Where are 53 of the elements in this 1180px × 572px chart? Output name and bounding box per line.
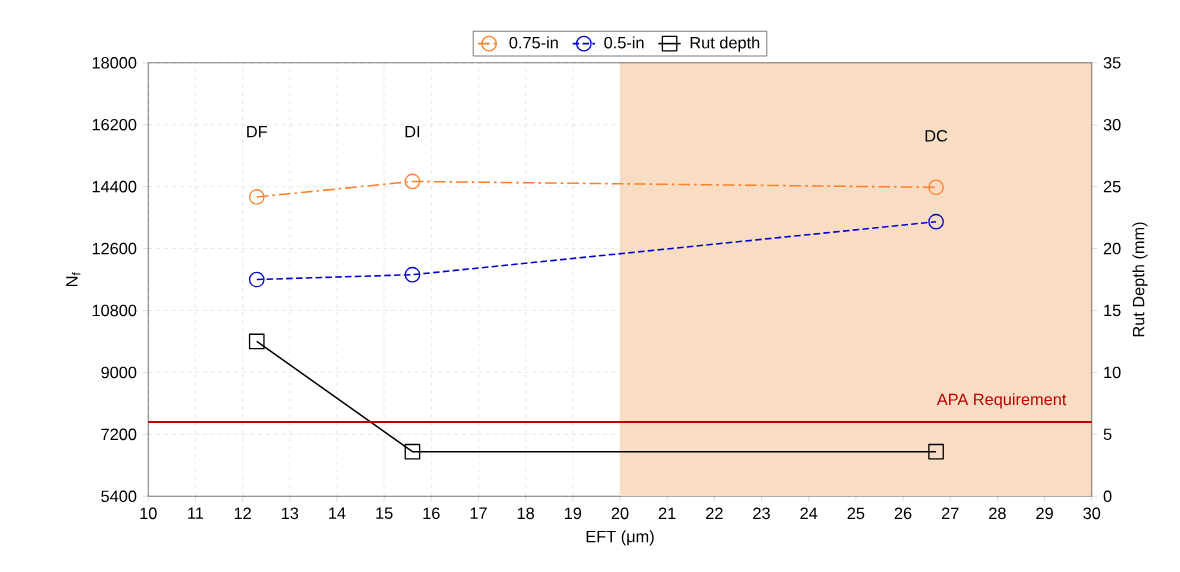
- x-tick-label: 24: [800, 507, 818, 520]
- point: [404, 173, 421, 190]
- point: [928, 213, 944, 230]
- x-tick-label: 25: [847, 507, 865, 520]
- x-tick-label: 18: [517, 507, 535, 520]
- x-tick-label: 23: [753, 507, 770, 520]
- y-axis-title: N$_{f}$: [66, 272, 81, 287]
- x-tick-label: 30: [1083, 507, 1101, 520]
- x-tick-label: 10: [140, 507, 157, 520]
- point: [248, 271, 265, 288]
- y-tick-label: 18000: [92, 57, 137, 69]
- y2-tick-label: 0: [1103, 490, 1112, 503]
- y2-tick-label: 10: [1104, 366, 1121, 379]
- y-tick-label: 10800: [92, 304, 137, 317]
- x-tick-label: 21: [658, 507, 676, 520]
- y2-tick-label: 35: [1103, 57, 1121, 69]
- x-tick-label: 20: [611, 507, 629, 520]
- x-tick-label: 22: [706, 507, 723, 520]
- y-tick-label: 5400: [101, 490, 137, 503]
- x-tick-label: 28: [989, 507, 1006, 520]
- annotation: DI: [405, 126, 420, 138]
- x-tick-label: 26: [894, 507, 912, 520]
- y-tick-label: 7200: [101, 428, 137, 441]
- x-tick-label: 14: [329, 507, 346, 519]
- annotation: DC: [925, 130, 948, 142]
- y2-axis-title: Rut Depth (mm): [1132, 222, 1148, 337]
- x-tick-label: 11: [188, 507, 204, 519]
- x-tick-label: 12: [234, 507, 251, 520]
- legend-label: 0.5-in: [604, 36, 644, 49]
- y2-tick-label: 25: [1103, 180, 1121, 193]
- x-tick-label: 19: [564, 507, 582, 520]
- point: [248, 189, 265, 205]
- x-tick-label: 16: [423, 507, 440, 520]
- legend-label: Rut depth: [690, 36, 760, 52]
- y2-tick-label: 5: [1103, 428, 1112, 441]
- y-tick-label: 12600: [92, 242, 137, 255]
- y-tick-label: 9000: [101, 366, 137, 379]
- y-tick-label: 14400: [92, 180, 137, 193]
- ref-line-label: APA Requirement: [936, 393, 1067, 409]
- point: [928, 179, 944, 196]
- x-tick-label: 27: [941, 507, 959, 520]
- legend-label: 0.75-in: [509, 36, 558, 49]
- x-tick-label: 29: [1036, 507, 1053, 520]
- y-tick-label: 16200: [92, 119, 137, 131]
- x-tick-label: 15: [376, 507, 393, 520]
- y2-tick-label: 15: [1104, 304, 1121, 317]
- y2-tick-label: 20: [1103, 242, 1121, 255]
- annotation: DF: [247, 126, 267, 138]
- y2-tick-label: 30: [1103, 119, 1121, 131]
- x-tick-label: 13: [281, 507, 299, 520]
- x-tick-label: 17: [470, 507, 487, 519]
- x-axis-title: EFT (μm): [586, 530, 654, 546]
- point: [404, 266, 421, 283]
